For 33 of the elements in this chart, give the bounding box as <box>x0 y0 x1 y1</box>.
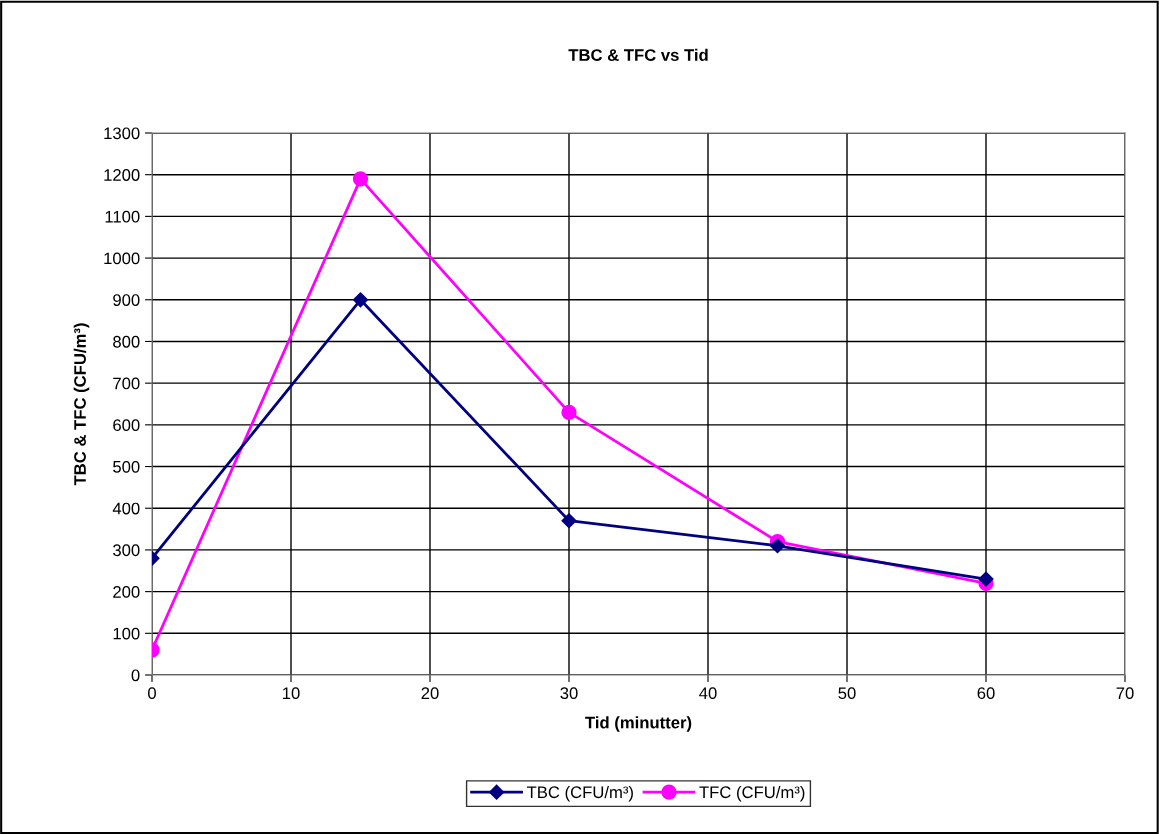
y-tick-label: 1300 <box>104 127 140 140</box>
x-tick-label: 10 <box>283 687 300 700</box>
y-tick-label: 800 <box>113 335 140 348</box>
x-axis-title: Tid (minutter) <box>585 716 692 732</box>
x-tick-label: 40 <box>699 687 717 700</box>
y-tick-label: 1200 <box>104 169 140 181</box>
y-tick-label: 100 <box>113 627 140 640</box>
chart-title: TBC & TFC vs Tid <box>568 48 708 61</box>
point <box>769 538 786 554</box>
y-tick-label: 400 <box>112 502 140 515</box>
y-tick-label: 1100 <box>105 210 140 223</box>
y-tick-label: 900 <box>113 294 140 306</box>
y-tick-label: 1000 <box>104 252 140 265</box>
y-tick-label: 200 <box>113 586 140 598</box>
y-tick-label: 500 <box>113 460 140 473</box>
x-tick-label: 60 <box>977 687 995 700</box>
y-tick-label: 300 <box>113 544 140 557</box>
legend-label: TFC (CFU/m³) <box>699 785 805 802</box>
y-tick-label: 600 <box>113 419 140 432</box>
point <box>352 292 369 308</box>
y-axis-title: TBC & TFC (CFU/m³) <box>73 323 90 486</box>
y-tick-label: 0 <box>131 669 140 682</box>
x-tick-label: 0 <box>148 687 156 700</box>
legend-label: TBC (CFU/m³) <box>526 785 633 802</box>
point <box>978 571 994 587</box>
x-tick-label: 30 <box>560 687 578 700</box>
y-tick-label: 700 <box>113 377 140 390</box>
point <box>352 171 369 187</box>
x-tick-label: 50 <box>838 687 856 700</box>
x-tick-label: 70 <box>1116 687 1134 700</box>
point <box>561 513 577 529</box>
point <box>561 404 577 420</box>
x-tick-label: 20 <box>421 687 439 700</box>
